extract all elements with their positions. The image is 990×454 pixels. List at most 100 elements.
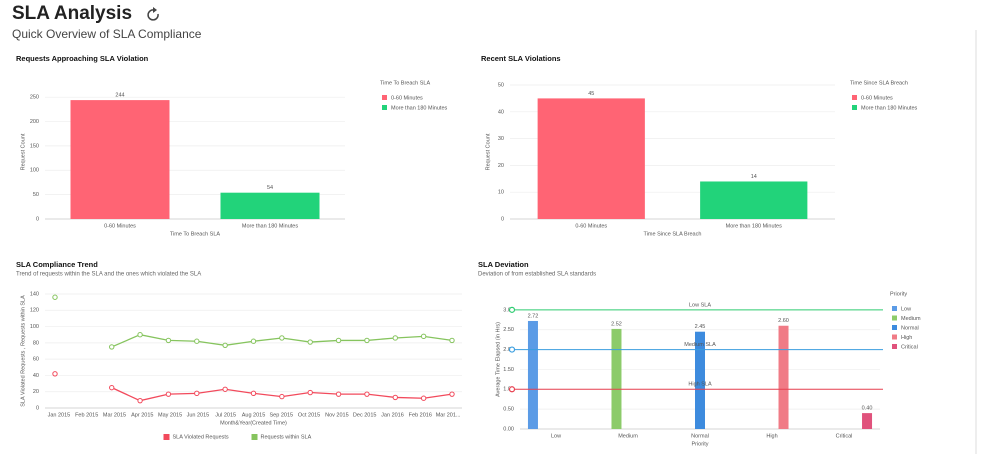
legend-swatch	[382, 95, 387, 100]
legend-title: Priority	[890, 291, 907, 297]
point	[222, 342, 228, 348]
x-tick-label: Apr 2015	[131, 412, 153, 418]
refresh-arc[interactable]	[147, 9, 159, 21]
y-tick-label: 200	[30, 119, 39, 125]
y-tick-label: 20	[33, 389, 39, 395]
point	[250, 338, 257, 344]
point	[392, 335, 398, 341]
bar	[527, 320, 538, 429]
legend-label: 0-60 Minutes	[861, 95, 893, 101]
legend-swatch	[163, 434, 170, 440]
y-tick-label: 100	[30, 324, 39, 330]
x-tick-label: Nov 2015	[325, 412, 349, 418]
point	[307, 389, 313, 396]
point	[52, 371, 58, 377]
y-tick-label: 30	[498, 136, 504, 142]
x-tick-label: Normal	[691, 433, 709, 439]
x-tick-label: Jan 2015	[48, 412, 71, 418]
y-tick-label: 0.00	[503, 426, 514, 432]
bar	[70, 100, 170, 219]
y-tick-label: 20	[498, 163, 504, 169]
chart-subtitle: Deviation of from established SLA standa…	[478, 272, 596, 278]
legend-swatch	[251, 434, 258, 440]
x-axis-label: Time Since SLA Breach	[644, 231, 702, 237]
point	[194, 390, 200, 397]
y-tick-label: 120	[30, 308, 39, 314]
y-tick-label: 10	[498, 190, 504, 196]
y-tick-label: 2.00	[503, 347, 514, 353]
legend-label: Low	[901, 306, 911, 312]
value-label: 45	[588, 91, 594, 97]
x-tick-label: More than 180 Minutes	[242, 223, 299, 229]
chart-title: SLA Deviation	[478, 260, 529, 269]
point	[165, 391, 172, 397]
refresh-arrow[interactable]	[153, 7, 157, 13]
legend-label: More than 180 Minutes	[391, 105, 448, 111]
x-tick-label: More than 180 Minutes	[726, 223, 783, 229]
chart-title: SLA Compliance Trend	[16, 260, 98, 269]
refresh-icon[interactable]	[147, 7, 159, 21]
x-tick-label: 0-60 Minutes	[104, 223, 136, 229]
y-axis-label: Average Time Elapsed (in Hrs)	[495, 322, 501, 397]
y-tick-label: 0	[36, 405, 39, 411]
bar	[778, 325, 789, 429]
reference-marker	[508, 306, 516, 313]
y-axis-label: SLA Violated Requests , Requests within …	[20, 295, 26, 407]
x-axis-label: Time To Breach SLA	[170, 231, 220, 237]
x-tick-label: Feb 2015	[75, 412, 98, 418]
x-tick-label: Low	[551, 433, 561, 439]
chart-title: Requests Approaching SLA Violation	[16, 54, 149, 63]
y-tick-label: 2.50	[503, 327, 514, 333]
legend-label: Requests within SLA	[261, 434, 312, 440]
y-tick-label: 3.00	[503, 307, 514, 313]
legend-swatch	[892, 306, 897, 311]
value-label: 244	[115, 93, 124, 99]
x-tick-label: Dec 2015	[353, 412, 377, 418]
y-tick-label: 40	[33, 373, 39, 379]
bar	[537, 98, 645, 219]
point	[165, 337, 172, 344]
legend-swatch	[852, 95, 857, 100]
point	[449, 391, 455, 397]
page-title: SLA Analysis	[12, 3, 133, 24]
x-tick-label: Feb 2016	[409, 412, 432, 418]
legend-label: Medium	[901, 316, 921, 322]
reference-marker	[508, 386, 516, 393]
y-axis-label: Request Count	[485, 133, 491, 170]
bar	[695, 331, 705, 429]
point	[364, 391, 370, 397]
y-tick-label: 150	[30, 143, 39, 149]
x-tick-label: Medium	[618, 433, 638, 439]
bar	[611, 328, 622, 429]
legend-swatch	[852, 105, 857, 110]
x-tick-label: Mar 2015	[103, 412, 126, 418]
chart-title: Recent SLA Violations	[481, 54, 561, 63]
value-label: 2.60	[778, 318, 789, 324]
point	[194, 338, 200, 344]
point	[420, 395, 427, 401]
x-tick-label: 0-60 Minutes	[575, 223, 607, 229]
x-tick-label: May 2015	[158, 412, 182, 418]
legend-label: Normal	[901, 325, 919, 331]
legend-title: Time To Breach SLA	[380, 80, 430, 86]
chart-subtitle: Trend of requests within the SLA and the…	[16, 272, 201, 278]
reference-label: High SLA	[688, 382, 712, 388]
value-label: 14	[751, 174, 757, 180]
x-axis-label: Priority	[691, 441, 708, 447]
point	[137, 397, 143, 404]
legend-swatch	[382, 105, 387, 110]
point	[420, 333, 427, 340]
y-tick-label: 250	[30, 95, 39, 101]
y-tick-label: 100	[30, 168, 39, 174]
x-tick-label: Critical	[836, 433, 853, 439]
page-subtitle: Quick Overview of SLA Compliance	[12, 27, 202, 41]
legend-title: Time Since SLA Breach	[850, 80, 908, 86]
reference-marker	[508, 346, 516, 353]
legend-swatch	[892, 315, 897, 321]
legend-label: High	[901, 335, 912, 341]
value-label: 2.72	[528, 313, 539, 319]
legend-swatch	[892, 334, 897, 340]
point	[335, 337, 342, 344]
